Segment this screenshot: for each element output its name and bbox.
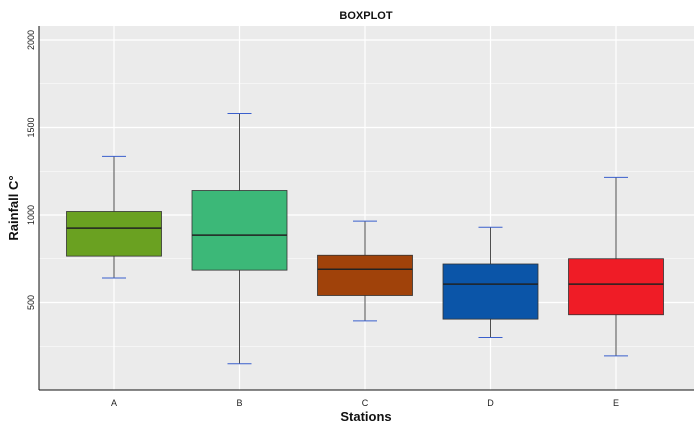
y-tick-label: 1500 [26,117,36,137]
y-tick-label: 500 [26,295,36,310]
box-group-e [568,176,664,357]
box-series [66,113,664,365]
box-e [568,258,664,316]
panel-background [39,26,694,390]
box-group-b [191,113,288,365]
box-group-c [317,220,413,322]
box-group-d [442,226,539,338]
x-tick-label: C [362,398,369,408]
box-group-a [66,155,162,279]
x-tick-label: D [487,398,494,408]
chart-title: BOXPLOT [339,10,392,22]
y-tick-labels: 500 1000 1500 2000 [26,30,36,310]
y-tick-label: 1000 [26,205,36,225]
x-tick-label: B [236,398,242,408]
x-tick-label: E [613,398,619,408]
box-d [442,263,539,320]
box-b [191,190,288,271]
y-tick-label: 2000 [26,30,36,50]
x-tick-labels: A B C D E [111,398,619,408]
box-a [66,211,162,257]
y-axis-title: Rainfall C° [6,175,21,240]
box-c [317,254,413,296]
x-axis-title: Stations [340,409,391,424]
x-tick-label: A [111,398,117,408]
